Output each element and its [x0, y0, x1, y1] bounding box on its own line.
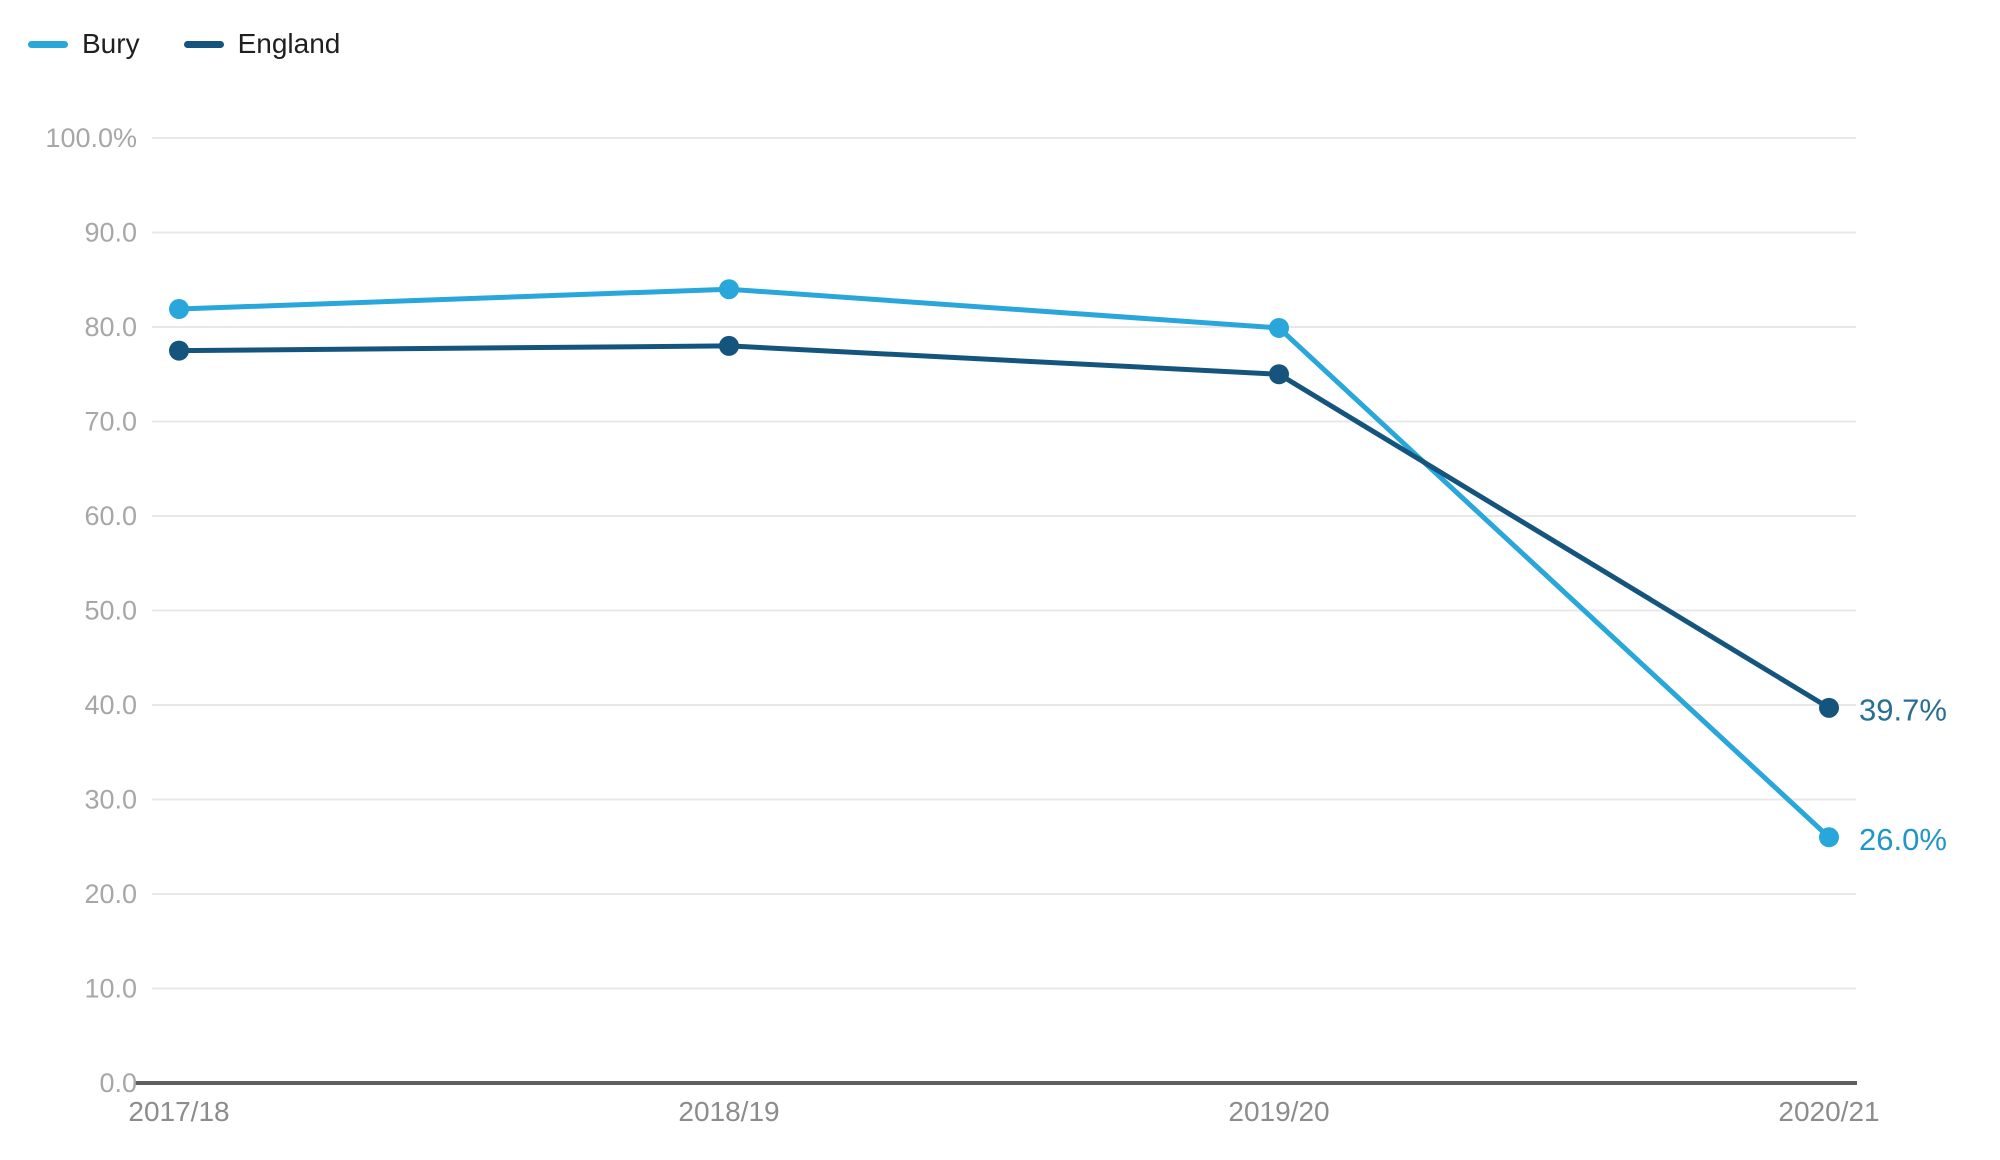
england-series-line — [176, 343, 1832, 711]
y-axis-tick-label: 40.0 — [84, 690, 137, 720]
x-axis-tick-label: 2017/18 — [128, 1096, 229, 1127]
y-axis-tick-label: 20.0 — [84, 879, 137, 909]
bury-data-point — [1819, 827, 1839, 848]
england-series-swatch-icon — [183, 40, 224, 48]
y-axis-tick-label: 10.0 — [84, 974, 137, 1004]
bury-series-line — [176, 286, 1832, 840]
bury-series-swatch-icon — [28, 40, 68, 48]
legend-item-bury[interactable]: Bury — [28, 30, 140, 58]
y-axis-tick-label: 50.0 — [84, 596, 137, 626]
y-axis-tick-label: 90.0 — [84, 218, 137, 248]
legend-label-england: England — [237, 28, 341, 59]
england-data-point — [1269, 364, 1289, 385]
bury-end-value-label: 26.0% — [1859, 822, 1947, 857]
x-axis-tick-label: 2020/21 — [1778, 1096, 1879, 1127]
chart-legend: Bury England — [28, 30, 340, 58]
x-axis-tick-label: 2019/20 — [1228, 1096, 1329, 1127]
y-axis-tick-label: 30.0 — [84, 785, 137, 815]
england-end-value-label: 39.7% — [1859, 692, 1947, 727]
england-data-point — [169, 340, 189, 361]
y-axis-tick-label: 100.0% — [45, 123, 137, 153]
bury-data-point — [719, 279, 739, 300]
y-axis-tick-label: 70.0 — [84, 407, 137, 437]
bury-data-point — [1269, 317, 1289, 338]
england-data-point — [1819, 697, 1839, 718]
y-axis-tick-label: 80.0 — [84, 312, 137, 342]
x-axis-tick-label: 2018/19 — [678, 1096, 779, 1127]
legend-item-england[interactable]: England — [183, 28, 341, 59]
england-data-point — [719, 335, 739, 356]
legend-label-bury: Bury — [82, 28, 140, 59]
bury-data-point — [169, 299, 189, 320]
y-axis-tick-label: 60.0 — [84, 501, 137, 531]
y-axis-tick-label: 0.0 — [99, 1068, 137, 1098]
